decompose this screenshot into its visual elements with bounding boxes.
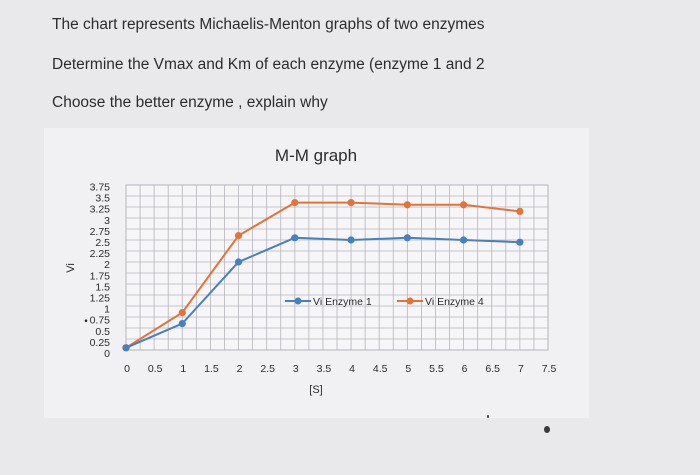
data-point xyxy=(234,258,243,266)
y-tick-label: 1 xyxy=(104,304,110,316)
x-tick-label: 6.5 xyxy=(485,363,500,375)
legend-label: Vi Enzyme 4 xyxy=(425,296,484,308)
y-tick-label: 0 xyxy=(104,348,110,360)
dust-speck xyxy=(544,426,550,433)
x-tick-label: 1.5 xyxy=(204,363,219,375)
x-tick-label: 0.5 xyxy=(148,363,163,375)
y-tick-label: 1.25 xyxy=(90,293,111,305)
y-tick-label: 2 xyxy=(104,259,110,271)
data-point xyxy=(516,207,524,215)
x-tick-labels: 0 0.5 1 1.5 2 2.5 3 3.5 4 4.5 5 5.5 6 6.5 7 7.5 xyxy=(124,363,556,375)
x-tick-label: 5.5 xyxy=(429,363,444,375)
legend-swatch-marker xyxy=(294,297,302,305)
data-point xyxy=(178,320,186,328)
tick-marker-dot xyxy=(84,319,88,322)
question-text-block: The chart represents Michaelis-Menton gr… xyxy=(0,0,700,130)
x-tick-label: 1 xyxy=(180,363,186,375)
question-line-1: The chart represents Michaelis-Menton gr… xyxy=(52,16,485,33)
y-tick-label: 3.25 xyxy=(90,204,111,216)
x-tick-label: 3 xyxy=(293,363,299,375)
data-point xyxy=(122,344,130,352)
data-point xyxy=(403,234,411,242)
grid-lines xyxy=(125,184,549,351)
data-point xyxy=(460,236,468,244)
y-tick-label: 0.25 xyxy=(90,337,111,349)
data-point xyxy=(460,201,468,209)
question-line-2: Determine the Vmax and Km of each enzyme… xyxy=(52,56,485,73)
data-point xyxy=(516,238,524,246)
data-point xyxy=(178,309,186,317)
x-tick-label: 4.5 xyxy=(373,363,388,375)
chart-card: M-M graph Vi [S] 0 0.25 0.5 0.75 1 1.25 1.5 1.7… xyxy=(44,128,589,418)
x-tick-label: 7 xyxy=(518,363,524,375)
x-tick-label: 4 xyxy=(349,363,355,375)
series-line xyxy=(125,201,520,349)
y-tick-label: 1.5 xyxy=(95,281,110,293)
data-point xyxy=(291,199,299,207)
y-tick-label: 0.75 xyxy=(90,315,111,327)
y-tick-label: 3 xyxy=(104,215,110,227)
legend-label: Vi Enzyme 1 xyxy=(313,296,372,308)
y-tick-label: 2.75 xyxy=(90,226,111,238)
y-tick-label: 2.25 xyxy=(90,248,111,260)
series-layer xyxy=(122,199,524,352)
data-point xyxy=(291,234,299,242)
y-tick-label: 3.75 xyxy=(90,182,111,194)
legend-swatch-marker xyxy=(406,297,414,305)
data-point xyxy=(347,236,355,244)
y-tick-label: 2.5 xyxy=(95,237,110,249)
data-point xyxy=(234,232,243,240)
y-axis-label: Vi xyxy=(65,263,77,273)
question-line-3: Choose the better enzyme , explain why xyxy=(52,94,328,111)
y-tick-label: 3.5 xyxy=(95,193,110,205)
data-point xyxy=(403,201,411,209)
x-tick-label: 5 xyxy=(405,363,411,375)
x-tick-label: 6 xyxy=(462,363,468,375)
legend: Vi Enzyme 1 Vi Enzyme 4 xyxy=(285,296,484,308)
x-tick-label: 0 xyxy=(124,363,130,375)
x-tick-label: 2 xyxy=(237,363,243,375)
mm-chart: M-M graph Vi [S] 00.250.50.7511.251.51.7… xyxy=(65,146,556,396)
x-axis-label: [S] xyxy=(309,384,322,396)
data-point xyxy=(347,199,355,207)
dust-speck xyxy=(487,415,489,418)
chart-title: M-M graph xyxy=(275,146,357,165)
x-tick-label: 2.5 xyxy=(260,363,275,375)
y-tick-labels: 00.250.50.7511.251.51.7522.252.52.7533.2… xyxy=(84,182,111,360)
y-tick-label: 0.5 xyxy=(95,326,110,338)
series-line xyxy=(125,236,520,349)
x-tick-label: 3.5 xyxy=(317,363,332,375)
y-tick-label: 1.75 xyxy=(90,270,111,282)
x-tick-label: 7.5 xyxy=(542,363,557,375)
